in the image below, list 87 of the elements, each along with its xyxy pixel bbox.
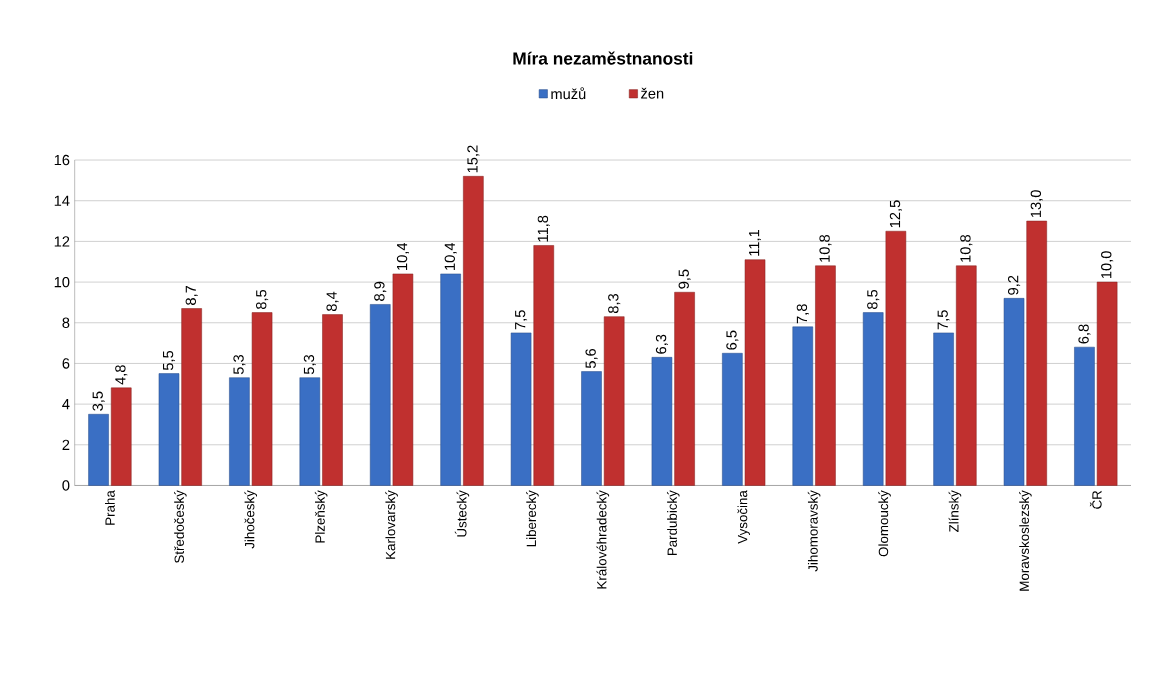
x-tick-label: Olomoucký [878,490,891,557]
data-label: 7,8 [796,304,809,324]
x-tick-label: Plzeňský [314,490,328,543]
data-label: 6,5 [726,330,739,350]
x-tick-label: Moravskoslezský [1019,490,1032,591]
data-label: 10,8 [819,235,832,262]
bar [674,292,695,486]
bar [1003,298,1025,486]
x-tick-label: Středočeský [174,490,187,564]
bar [510,332,532,486]
data-label: 4,8 [115,365,128,385]
data-label: 12,5 [889,200,902,228]
bar [1074,347,1095,486]
data-label: 8,9 [374,282,387,302]
legend-label: mužů [551,87,586,100]
x-tick-label: Praha [105,490,115,525]
data-label: 9,5 [678,269,691,289]
bar [722,353,743,486]
data-label: 8,4 [326,291,339,312]
data-label: 3,5 [92,391,105,412]
data-label: 11,8 [537,215,550,242]
data-label: 6,3 [655,334,668,354]
data-label: 10,4 [444,243,457,271]
x-tick-label: Jihočeský [244,490,258,549]
bar [1026,221,1047,486]
bar [651,357,673,486]
data-label: 5,6 [585,349,598,369]
data-label: 10,8 [960,235,973,262]
y-tick-label: 12 [54,236,70,247]
y-tick-label: 10 [54,277,70,288]
bar [463,176,484,486]
data-label: 13,0 [1030,190,1043,218]
bar [956,265,977,486]
x-tick-label: Karlovarský [385,490,398,559]
y-tick-label: 16 [54,155,70,166]
data-label: 9,2 [1007,275,1021,295]
data-label: 5,3 [303,355,316,375]
bar [603,316,625,486]
x-tick-label: Královéhradecký [596,490,610,589]
bar [440,273,461,486]
y-tick-label: 4 [62,399,70,410]
x-tick-label: Jihomoravský [807,490,821,572]
data-label: 8,5 [867,290,880,310]
data-label: 8,3 [608,294,621,314]
data-label: 8,5 [256,290,269,310]
data-label: 6,8 [1078,324,1091,344]
bar [88,414,109,486]
x-tick-label: Ústecký [454,490,470,537]
y-tick-label: 2 [62,439,70,451]
y-tick-label: 14 [54,195,70,207]
data-label: 7,5 [937,310,950,330]
bar [933,332,954,486]
x-tick-label: ČR [1089,491,1102,510]
bar [158,373,180,486]
bar [181,308,202,486]
y-tick-label: 6 [62,358,70,369]
data-label: 7,5 [515,310,528,330]
bar [862,312,884,486]
y-tick-label: 0 [62,480,70,491]
bar [744,259,766,486]
y-tick-label: 8 [62,317,70,329]
bar [299,377,321,486]
data-label: 5,3 [233,355,246,375]
data-label: 5,5 [163,351,175,371]
data-label: 15,2 [467,145,480,173]
bar [229,377,250,486]
x-tick-label: Pardubický [666,490,680,556]
bar [1096,282,1118,486]
bar [533,245,555,486]
chart-title: Míra nezaměstnanosti [513,51,693,65]
bar [581,371,602,486]
x-tick-label: Vysočina [737,490,750,544]
data-label: 10,4 [396,243,409,271]
bar [322,314,343,486]
data-label: 8,7 [185,286,198,306]
data-label: 10,0 [1101,251,1114,279]
bar [815,265,836,486]
x-tick-label: Liberecký [526,490,539,547]
bar [885,231,907,486]
bar [369,304,391,486]
x-tick-label: Zlínský [948,490,962,533]
bar [110,387,132,486]
data-label: 11,1 [749,230,762,256]
legend-label: žen [641,88,664,99]
bar [251,312,273,486]
bar [792,326,814,486]
bar [392,273,414,486]
